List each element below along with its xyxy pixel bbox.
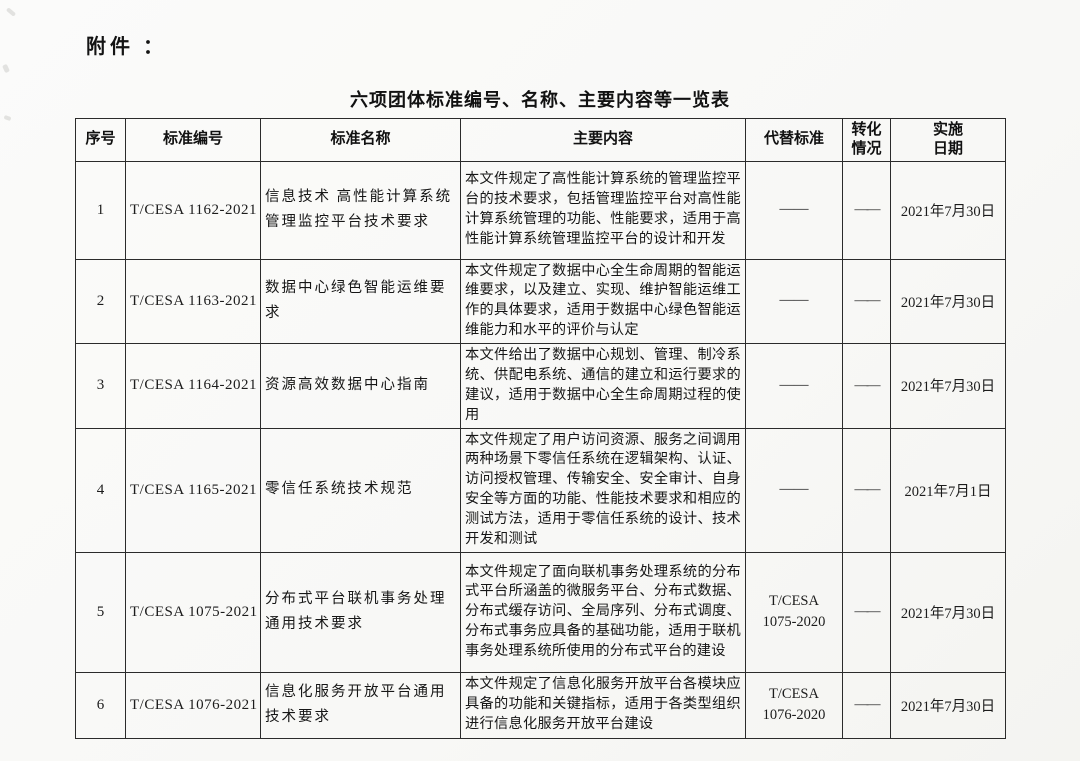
cell-date: 2021年7月30日 xyxy=(890,343,1006,429)
table-header-row: 序号 标准编号 标准名称 主要内容 代替标准 转化 情况 实施 日期 xyxy=(75,118,1006,162)
cell-name: 数据中心绿色智能运维要求 xyxy=(260,258,461,344)
cell-conversion: —— xyxy=(842,343,891,429)
page-title: 六项团体标准编号、名称、主要内容等一览表 xyxy=(350,90,730,110)
cell-content: 本文件给出了数据中心规划、管理、制冷系统、供配电系统、通信的建立和运行要求的建议… xyxy=(460,343,746,429)
cell-no: 6 xyxy=(75,671,126,739)
cell-content: 本文件规定了信息化服务开放平台各模块应具备的功能和关键指标，适用于各类型组织进行… xyxy=(460,671,746,739)
cell-no: 3 xyxy=(75,343,126,429)
cell-date: 2021年7月30日 xyxy=(890,258,1006,344)
header-code: 标准编号 xyxy=(125,118,261,162)
cell-replaces: T/CESA 1076-2020 xyxy=(745,671,843,739)
header-no: 序号 xyxy=(75,118,126,162)
cell-content: 本文件规定了面向联机事务处理系统的分布式平台所涵盖的微服务平台、分布式数据、分布… xyxy=(460,551,746,673)
cell-replaces: —— xyxy=(745,427,843,553)
table-row: 1 T/CESA 1162-2021 信息技术 高性能计算系统管理监控平台技术要… xyxy=(75,160,1006,260)
cell-content: 本文件规定了数据中心全生命周期的智能运维要求，以及建立、实现、维护智能运维工作的… xyxy=(460,258,746,344)
attachment-label: 附件 ： xyxy=(86,36,167,58)
cell-date: 2021年7月30日 xyxy=(890,551,1006,673)
cell-no: 5 xyxy=(75,551,126,673)
cell-name: 信息技术 高性能计算系统管理监控平台技术要求 xyxy=(260,160,461,260)
header-conversion: 转化 情况 xyxy=(842,118,891,162)
table-row: 2 T/CESA 1163-2021 数据中心绿色智能运维要求 本文件规定了数据… xyxy=(75,258,1006,344)
cell-name: 资源高效数据中心指南 xyxy=(260,343,461,429)
scan-artifact xyxy=(3,114,12,122)
header-name: 标准名称 xyxy=(260,118,461,162)
table-row: 4 T/CESA 1165-2021 零信任系统技术规范 本文件规定了用户访问资… xyxy=(75,427,1006,553)
cell-conversion: —— xyxy=(842,160,891,260)
table-row: 5 T/CESA 1075-2021 分布式平台联机事务处理通用技术要求 本文件… xyxy=(75,551,1006,673)
header-replaces: 代替标准 xyxy=(745,118,843,162)
cell-replaces: T/CESA 1075-2020 xyxy=(745,551,843,673)
header-content: 主要内容 xyxy=(460,118,746,162)
cell-date: 2021年7月1日 xyxy=(890,427,1006,553)
cell-replaces: —— xyxy=(745,258,843,344)
cell-code: T/CESA 1165-2021 xyxy=(125,427,261,553)
cell-content: 本文件规定了高性能计算系统的管理监控平台的技术要求，包括管理监控平台对高性能计算… xyxy=(460,160,746,260)
cell-no: 2 xyxy=(75,258,126,344)
cell-name: 信息化服务开放平台通用技术要求 xyxy=(260,671,461,739)
cell-conversion: —— xyxy=(842,671,891,739)
cell-content: 本文件规定了用户访问资源、服务之间调用两种场景下零信任系统在逻辑架构、认证、访问… xyxy=(460,427,746,553)
cell-name: 分布式平台联机事务处理通用技术要求 xyxy=(260,551,461,673)
cell-replaces: —— xyxy=(745,343,843,429)
cell-name: 零信任系统技术规范 xyxy=(260,427,461,553)
header-date: 实施 日期 xyxy=(890,118,1006,162)
scan-artifact xyxy=(2,63,10,74)
standards-table: 序号 标准编号 标准名称 主要内容 代替标准 转化 情况 实施 日期 1 T/C… xyxy=(75,118,1006,739)
cell-no: 1 xyxy=(75,160,126,260)
cell-conversion: —— xyxy=(842,551,891,673)
table-row: 6 T/CESA 1076-2021 信息化服务开放平台通用技术要求 本文件规定… xyxy=(75,671,1006,739)
cell-date: 2021年7月30日 xyxy=(890,671,1006,739)
cell-conversion: —— xyxy=(842,258,891,344)
cell-code: T/CESA 1076-2021 xyxy=(125,671,261,739)
scan-artifact xyxy=(5,7,17,17)
cell-date: 2021年7月30日 xyxy=(890,160,1006,260)
cell-replaces: —— xyxy=(745,160,843,260)
cell-code: T/CESA 1163-2021 xyxy=(125,258,261,344)
cell-code: T/CESA 1075-2021 xyxy=(125,551,261,673)
table-row: 3 T/CESA 1164-2021 资源高效数据中心指南 本文件给出了数据中心… xyxy=(75,343,1006,429)
cell-code: T/CESA 1164-2021 xyxy=(125,343,261,429)
cell-code: T/CESA 1162-2021 xyxy=(125,160,261,260)
cell-conversion: —— xyxy=(842,427,891,553)
cell-no: 4 xyxy=(75,427,126,553)
